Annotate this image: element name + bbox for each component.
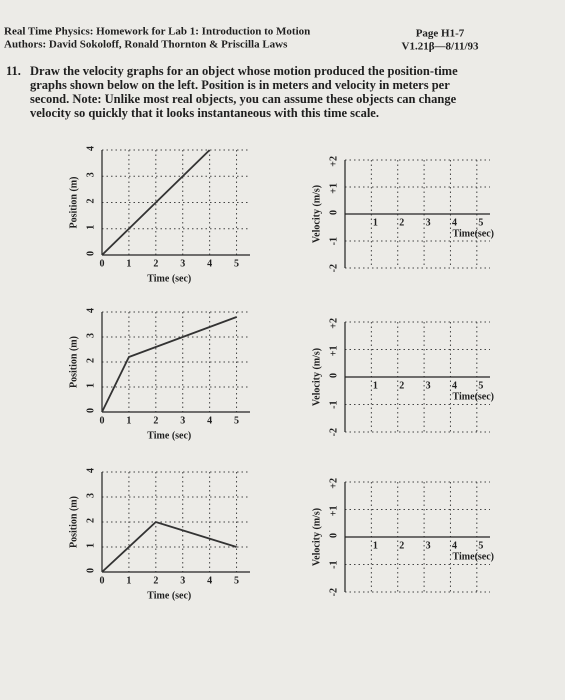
x-axis-label: Time (sec) bbox=[147, 590, 191, 601]
header-version: V1.21β—8/11/93 bbox=[402, 41, 479, 53]
x-tick-label: 5 bbox=[234, 258, 239, 269]
y-tick-label: -1 bbox=[328, 561, 339, 569]
position-line bbox=[101, 149, 211, 256]
y-tick-label: 4 bbox=[85, 308, 96, 313]
question-number: 11. bbox=[6, 64, 21, 78]
x-tick-label: 5 bbox=[234, 575, 239, 586]
y-tick-label: 0 bbox=[85, 568, 96, 573]
x-tick-label: 1 bbox=[373, 540, 378, 551]
y-tick-label: +2 bbox=[328, 156, 339, 167]
x-tick-label: 3 bbox=[180, 258, 185, 269]
x-tick-label: 2 bbox=[153, 415, 158, 426]
y-tick-label: 0 bbox=[328, 533, 339, 538]
x-tick-label: 1 bbox=[373, 380, 378, 391]
x-tick-label: 3 bbox=[180, 415, 185, 426]
y-tick-label: 1 bbox=[85, 383, 96, 388]
x-tick-label: 1 bbox=[126, 575, 131, 586]
y-axis-label: Velocity (m/s) bbox=[311, 508, 322, 566]
y-tick-label: 1 bbox=[85, 225, 96, 230]
y-tick-label: -2 bbox=[328, 588, 339, 596]
x-axis-label: Time (sec) bbox=[147, 273, 191, 284]
x-tick-label: 3 bbox=[426, 380, 431, 391]
x-tick-label: 4 bbox=[452, 540, 457, 551]
x-tick-label: 0 bbox=[100, 258, 105, 269]
y-axis-label: Position (m) bbox=[68, 177, 79, 229]
y-tick-label: 2 bbox=[85, 518, 96, 523]
question-text: second. Note: Unlike most real objects, … bbox=[30, 92, 457, 106]
y-tick-label: 0 bbox=[328, 373, 339, 378]
header-title: Real Time Physics: Homework for Lab 1: I… bbox=[4, 26, 310, 38]
x-tick-label: 2 bbox=[153, 575, 158, 586]
y-tick-label: 3 bbox=[85, 172, 96, 177]
y-tick-label: -2 bbox=[328, 428, 339, 436]
y-tick-label: -1 bbox=[328, 401, 339, 409]
y-tick-label: +2 bbox=[328, 318, 339, 329]
question-text: Draw the velocity graphs for an object w… bbox=[30, 64, 458, 78]
y-tick-label: 0 bbox=[328, 210, 339, 215]
header-authors: Authors: David Sokoloff, Ronald Thornton… bbox=[4, 39, 288, 51]
x-tick-label: 0 bbox=[100, 415, 105, 426]
y-tick-label: 4 bbox=[85, 146, 96, 151]
y-tick-label: 0 bbox=[85, 251, 96, 256]
x-tick-label: 1 bbox=[126, 415, 131, 426]
y-tick-label: 3 bbox=[85, 333, 96, 338]
x-axis-label: Time (sec) bbox=[147, 430, 191, 441]
question-text: velocity so quickly that it looks instan… bbox=[30, 106, 379, 120]
y-tick-label: 2 bbox=[85, 199, 96, 204]
y-tick-label: 0 bbox=[85, 408, 96, 413]
y-tick-label: 1 bbox=[85, 543, 96, 548]
x-tick-label: 4 bbox=[452, 380, 457, 391]
x-tick-label: 4 bbox=[207, 258, 212, 269]
x-axis-label: Time(sec) bbox=[453, 551, 494, 562]
y-axis-label: Velocity (m/s) bbox=[311, 348, 322, 406]
header-page: Page H1-7 bbox=[416, 28, 465, 40]
y-tick-label: 3 bbox=[85, 493, 96, 498]
position-line bbox=[101, 520, 237, 573]
x-tick-label: 3 bbox=[426, 217, 431, 228]
x-axis-label: Time(sec) bbox=[453, 228, 494, 239]
x-tick-label: 4 bbox=[207, 575, 212, 586]
x-tick-label: 5 bbox=[478, 380, 483, 391]
x-tick-label: 1 bbox=[373, 217, 378, 228]
x-axis-label: Time(sec) bbox=[453, 391, 494, 402]
y-tick-label: +1 bbox=[328, 506, 339, 517]
y-tick-label: +1 bbox=[328, 346, 339, 357]
x-tick-label: 4 bbox=[207, 415, 212, 426]
y-tick-label: -1 bbox=[328, 237, 339, 245]
x-tick-label: 3 bbox=[180, 575, 185, 586]
x-tick-label: 1 bbox=[126, 258, 131, 269]
y-axis-label: Position (m) bbox=[68, 496, 79, 548]
x-tick-label: 5 bbox=[234, 415, 239, 426]
x-tick-label: 0 bbox=[100, 575, 105, 586]
position-line bbox=[101, 316, 237, 413]
x-tick-label: 2 bbox=[399, 217, 404, 228]
y-tick-label: +2 bbox=[328, 478, 339, 489]
y-axis-label: Velocity (m/s) bbox=[311, 185, 322, 243]
x-tick-label: 5 bbox=[478, 540, 483, 551]
y-tick-label: 2 bbox=[85, 358, 96, 363]
x-tick-label: 2 bbox=[399, 380, 404, 391]
x-tick-label: 5 bbox=[478, 217, 483, 228]
y-tick-label: -2 bbox=[328, 264, 339, 272]
y-tick-label: 4 bbox=[85, 468, 96, 473]
y-tick-label: +1 bbox=[328, 183, 339, 194]
x-tick-label: 4 bbox=[452, 217, 457, 228]
x-tick-label: 3 bbox=[426, 540, 431, 551]
y-axis-label: Position (m) bbox=[68, 336, 79, 388]
question-text: graphs shown below on the left. Position… bbox=[30, 78, 450, 92]
x-tick-label: 2 bbox=[153, 258, 158, 269]
x-tick-label: 2 bbox=[399, 540, 404, 551]
